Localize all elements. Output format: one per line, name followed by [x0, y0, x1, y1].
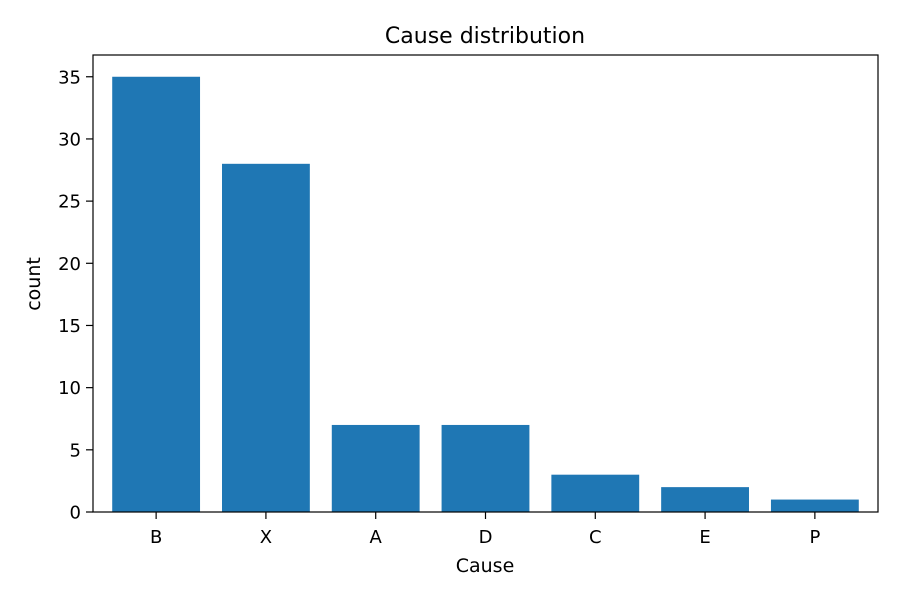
x-tick-label-B: B [150, 527, 162, 548]
x-tick-label-P: P [809, 527, 820, 548]
bar-A [331, 424, 420, 512]
x-tick-label-A: A [370, 527, 383, 548]
y-axis-label: count [23, 257, 45, 311]
bar-P [770, 499, 859, 512]
y-tick-label-30: 30 [58, 129, 81, 150]
y-tick-label-15: 15 [58, 316, 81, 337]
bar-X [222, 163, 310, 512]
bar-B [112, 76, 201, 512]
y-tick-label-20: 20 [58, 254, 81, 275]
bar-D [441, 424, 530, 512]
x-tick-label-X: X [260, 527, 272, 548]
y-tick-label-25: 25 [58, 192, 81, 213]
y-tick-label-0: 0 [70, 503, 81, 524]
x-axis-label: Cause [456, 555, 515, 577]
chart-title: Cause distribution [385, 24, 585, 49]
x-tick-label-C: C [589, 527, 602, 548]
bar-E [661, 487, 749, 512]
y-tick-label-10: 10 [58, 378, 81, 399]
x-tick-label-E: E [699, 527, 710, 548]
bars-group [112, 76, 859, 512]
bar-C [551, 474, 640, 512]
y-axis: 0 5 10 15 20 25 30 35 [58, 67, 93, 524]
x-tick-label-D: D [479, 527, 493, 548]
y-tick-label-35: 35 [58, 67, 81, 88]
y-tick-label-5: 5 [70, 440, 81, 461]
plot-frame [92, 54, 879, 513]
